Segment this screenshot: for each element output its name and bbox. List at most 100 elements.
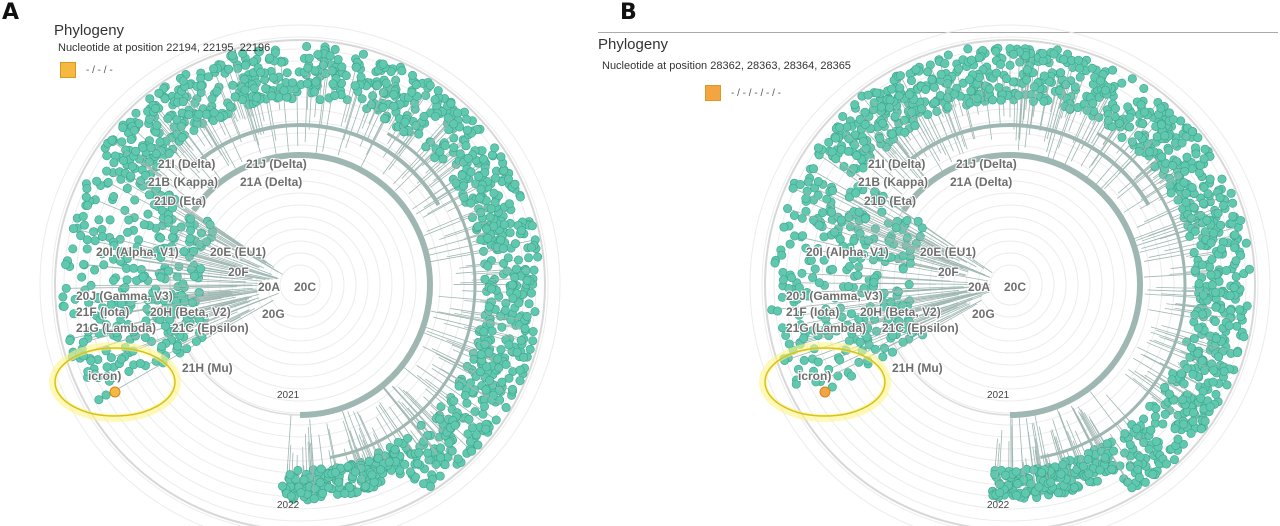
tip — [1177, 138, 1187, 148]
tip — [128, 324, 138, 334]
branch — [862, 161, 903, 195]
tip — [1178, 395, 1188, 405]
clade-label: 20J (Gamma, V3) — [76, 289, 173, 303]
tip — [778, 323, 788, 333]
tip — [170, 326, 180, 336]
tip — [966, 86, 976, 96]
tip — [504, 199, 514, 209]
phylogeny-tree[interactable]: 21I (Delta) 21J (Delta) 21B (Kappa) 21A (De… — [590, 0, 1280, 526]
branch — [310, 433, 316, 489]
year-label: 2022 — [277, 500, 300, 511]
branch — [187, 300, 248, 319]
tip — [996, 95, 1006, 105]
tip — [296, 488, 306, 498]
phylogeny-tree[interactable]: 21I (Delta) 21J (Delta) 21B (Kappa) 21A (De… — [0, 0, 590, 526]
tip — [522, 311, 532, 321]
tip — [1011, 467, 1021, 477]
tip — [177, 132, 187, 142]
branch — [905, 123, 1151, 207]
branch — [375, 406, 399, 443]
tip — [480, 274, 490, 284]
tip — [1069, 483, 1079, 493]
tip — [1236, 215, 1246, 225]
branch — [345, 98, 363, 148]
tip — [1188, 369, 1198, 379]
branch — [352, 411, 376, 465]
tip — [1169, 455, 1179, 465]
tip — [108, 275, 118, 285]
tip — [425, 80, 435, 90]
branch — [852, 300, 955, 331]
tip — [454, 381, 464, 391]
tip — [1242, 301, 1252, 311]
branch — [814, 187, 945, 253]
branch — [835, 158, 870, 184]
legend-item[interactable]: - / - / - — [60, 62, 113, 78]
tip — [1144, 147, 1154, 157]
tip — [494, 363, 504, 373]
tip — [139, 220, 149, 230]
tip — [1037, 468, 1047, 478]
branch — [1052, 419, 1075, 488]
tip — [1156, 103, 1166, 113]
tip — [204, 72, 214, 82]
tip — [844, 134, 854, 144]
tip — [135, 358, 145, 368]
clade-label: 20A — [258, 280, 280, 294]
tip — [1186, 428, 1196, 438]
clade-label: 21I (Delta) — [158, 157, 215, 171]
tip — [1001, 470, 1011, 480]
branch — [401, 402, 431, 436]
tip — [508, 293, 518, 303]
clade-label: 21B (Kappa) — [858, 175, 928, 189]
tip — [965, 75, 975, 85]
time-gridline — [857, 132, 1163, 438]
tip — [803, 291, 813, 301]
tip — [1038, 56, 1048, 66]
tip — [128, 162, 138, 172]
tip — [1157, 152, 1167, 162]
tip — [411, 80, 421, 90]
tip — [501, 403, 511, 413]
branch — [102, 253, 266, 280]
branch — [1058, 70, 1087, 149]
tip — [790, 231, 800, 241]
tip — [478, 409, 488, 419]
tip — [397, 66, 407, 76]
tip — [185, 234, 195, 244]
tip — [115, 256, 125, 266]
tip — [1197, 260, 1207, 270]
clade-label: 21G (Lambda) — [76, 321, 156, 335]
tip — [911, 64, 921, 74]
tip — [828, 186, 838, 196]
tip — [1102, 439, 1112, 449]
year-label: 2021 — [277, 390, 300, 401]
branch — [849, 196, 959, 258]
branch — [820, 305, 970, 382]
tip — [1070, 82, 1080, 92]
tip — [209, 64, 219, 74]
branch — [319, 50, 326, 100]
tip — [858, 136, 868, 146]
tip — [61, 260, 71, 270]
branch — [307, 427, 313, 486]
tip — [106, 353, 116, 363]
branch — [95, 199, 243, 262]
tip — [835, 355, 845, 365]
tip — [367, 470, 377, 480]
tip — [1231, 256, 1241, 266]
tip — [101, 320, 111, 330]
backbone-branch — [901, 152, 1143, 418]
legend-item[interactable]: - / - / - / - / - — [705, 85, 781, 101]
branch — [177, 309, 250, 345]
tip — [855, 337, 865, 347]
tip — [156, 272, 166, 282]
branch — [431, 348, 481, 373]
tip — [1133, 130, 1143, 140]
tip — [1179, 178, 1189, 188]
branch — [880, 143, 905, 170]
tip — [239, 74, 249, 84]
branch — [854, 104, 919, 179]
branch — [911, 111, 941, 162]
tip — [930, 97, 940, 107]
